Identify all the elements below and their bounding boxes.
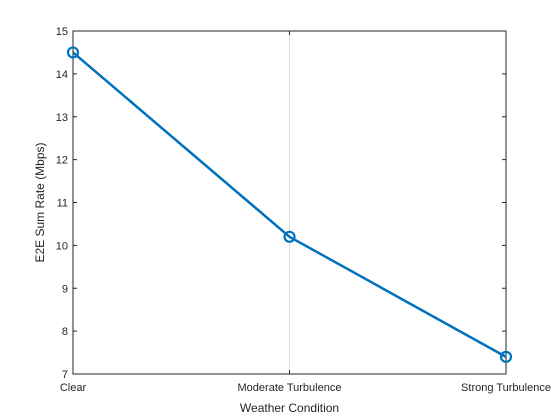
y-tick-label: 9 — [62, 283, 68, 295]
tick-layer: Clear Moderate Turbulence Strong Turbulenc… — [56, 26, 551, 394]
data-point-marker — [499, 350, 513, 363]
x-tick-label: Moderate Turbulence — [238, 382, 342, 394]
x-tick-label: Strong Turbulence — [461, 382, 551, 394]
y-tick-label: 13 — [56, 112, 68, 124]
y-tick-label: 12 — [56, 155, 68, 167]
series-layer — [66, 46, 513, 363]
data-point-marker — [283, 230, 296, 243]
y-axis-title: E2E Sum Rate (Mbps) — [33, 142, 47, 262]
y-tick-label: 10 — [56, 240, 68, 252]
x-axis-title: Weather Condition — [240, 401, 339, 415]
data-point-marker — [66, 46, 80, 59]
x-tick-label: Clear — [60, 382, 87, 394]
y-tick-label: 14 — [56, 69, 68, 81]
series-line — [72, 51, 507, 358]
y-tick-label: 15 — [56, 26, 68, 38]
y-tick-label: 7 — [62, 369, 68, 381]
y-tick-label: 8 — [62, 326, 68, 338]
y-tick-label: 11 — [57, 198, 68, 210]
